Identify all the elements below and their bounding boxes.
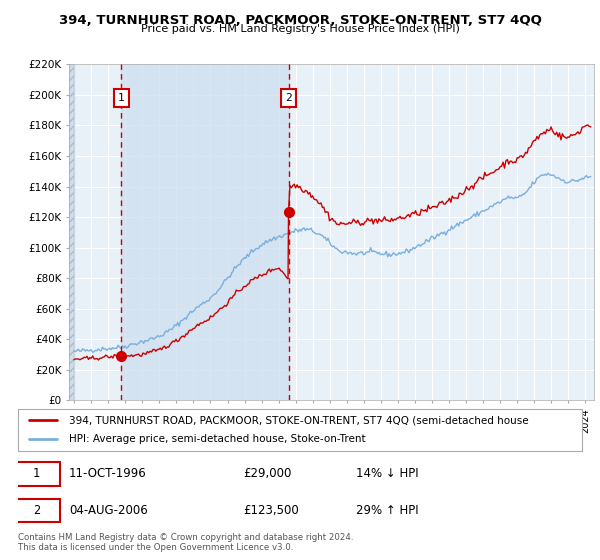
FancyBboxPatch shape [18, 409, 582, 451]
Text: 394, TURNHURST ROAD, PACKMOOR, STOKE-ON-TRENT, ST7 4QQ: 394, TURNHURST ROAD, PACKMOOR, STOKE-ON-… [59, 14, 541, 27]
Text: 394, TURNHURST ROAD, PACKMOOR, STOKE-ON-TRENT, ST7 4QQ (semi-detached house: 394, TURNHURST ROAD, PACKMOOR, STOKE-ON-… [69, 415, 529, 425]
Text: £29,000: £29,000 [244, 468, 292, 480]
Text: 04-AUG-2006: 04-AUG-2006 [69, 504, 148, 517]
Text: 11-OCT-1996: 11-OCT-1996 [69, 468, 146, 480]
Text: 2: 2 [33, 504, 40, 517]
Text: 29% ↑ HPI: 29% ↑ HPI [356, 504, 419, 517]
Bar [121, 64, 289, 400]
Text: HPI: Average price, semi-detached house, Stoke-on-Trent: HPI: Average price, semi-detached house,… [69, 435, 365, 445]
Bar [69, 64, 74, 400]
Bar [69, 64, 74, 400]
Text: This data is licensed under the Open Government Licence v3.0.: This data is licensed under the Open Gov… [18, 543, 293, 552]
Text: 1: 1 [118, 93, 125, 103]
Text: Contains HM Land Registry data © Crown copyright and database right 2024.: Contains HM Land Registry data © Crown c… [18, 533, 353, 542]
Text: 2: 2 [285, 93, 292, 103]
Text: 1: 1 [33, 468, 40, 480]
FancyBboxPatch shape [13, 498, 61, 522]
Text: 14% ↓ HPI: 14% ↓ HPI [356, 468, 419, 480]
Text: £123,500: £123,500 [244, 504, 299, 517]
FancyBboxPatch shape [13, 462, 61, 486]
Text: Price paid vs. HM Land Registry's House Price Index (HPI): Price paid vs. HM Land Registry's House … [140, 24, 460, 34]
